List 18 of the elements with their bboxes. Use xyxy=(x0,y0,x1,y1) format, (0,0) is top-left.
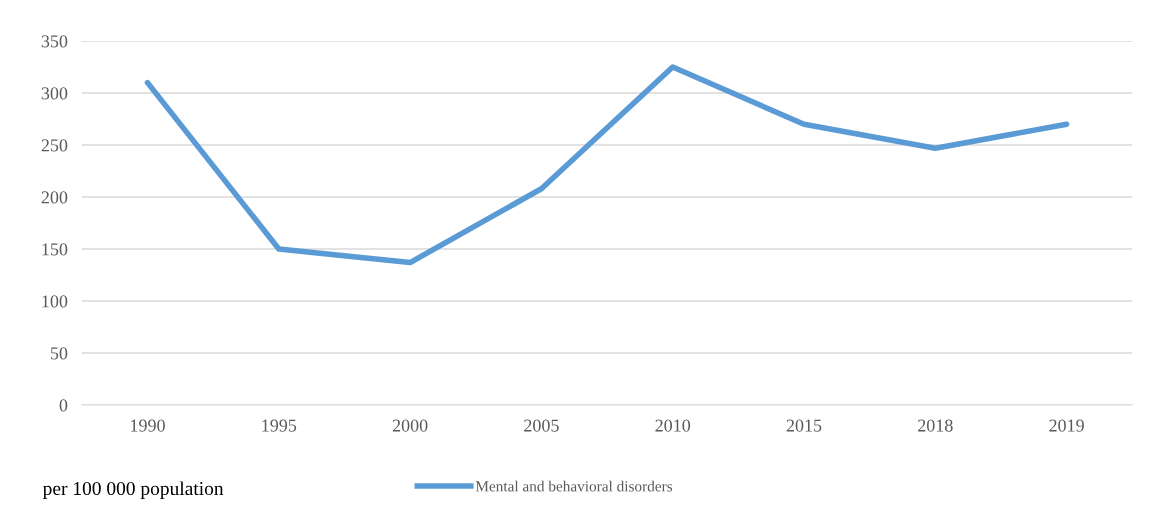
y-tick-label: 350 xyxy=(41,35,68,48)
x-tick-label: 2019 xyxy=(1049,419,1084,432)
x-tick-label: 1990 xyxy=(131,419,165,432)
x-tick-label: 2000 xyxy=(392,419,428,432)
x-tick-label: 2005 xyxy=(524,419,559,432)
y-tick-label: 0 xyxy=(59,399,68,412)
text: per 100 000 population xyxy=(42,481,224,500)
legend-label: Mental and behavioral disorders xyxy=(475,480,673,492)
x-tick-label: 2015 xyxy=(786,419,822,432)
y-tick-label: 100 xyxy=(42,295,68,308)
x-tick-label: 1995 xyxy=(262,419,297,432)
y-tick-label: 250 xyxy=(41,139,68,152)
x-tick-label: 2010 xyxy=(655,419,691,432)
y-tick-label: 300 xyxy=(41,87,68,100)
y-tick-label: 150 xyxy=(42,243,68,256)
y-tick-label: 200 xyxy=(41,191,68,204)
y-tick-label: 50 xyxy=(50,347,68,360)
x-tick-label: 2018 xyxy=(918,419,953,432)
